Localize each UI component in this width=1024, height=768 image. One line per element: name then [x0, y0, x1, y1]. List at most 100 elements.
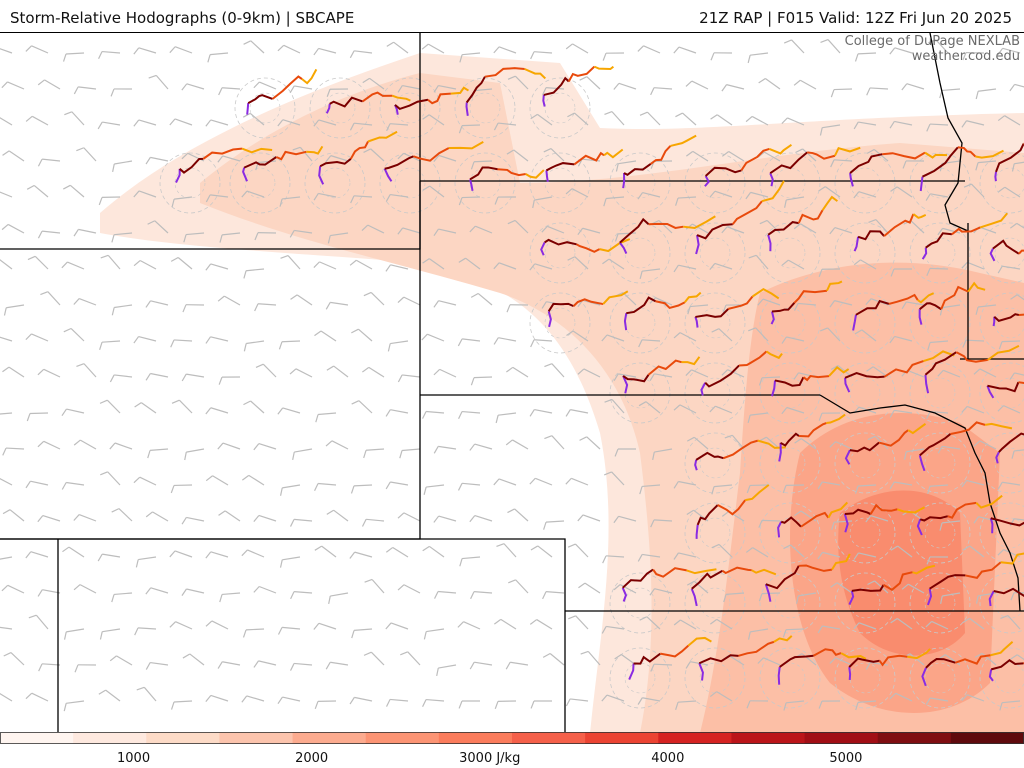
- wind-barb: [145, 156, 169, 165]
- wind-barb: [351, 400, 373, 414]
- wind-barb: [962, 339, 985, 348]
- wind-barb: [604, 398, 625, 414]
- range-ring-outer: [454, 152, 516, 214]
- wind-barb: [496, 543, 517, 558]
- wind-barb: [26, 184, 49, 198]
- wind-barb: [529, 408, 553, 417]
- wind-barb: [747, 412, 769, 424]
- wind-barb: [961, 479, 985, 488]
- wind-barb: [602, 555, 625, 564]
- hodograph: [770, 280, 843, 325]
- wind-barb: [781, 117, 805, 126]
- hodograph: [852, 292, 935, 331]
- hodograph: [989, 517, 1024, 534]
- wind-barb: [602, 52, 625, 61]
- wind-barb: [325, 301, 349, 310]
- wind-barb: [1010, 654, 1024, 661]
- wind-barb: [830, 159, 853, 168]
- range-ring-inner: [774, 447, 806, 479]
- wind-barb: [1009, 372, 1024, 380]
- wind-barb: [362, 366, 385, 378]
- range-ring-inner: [849, 307, 881, 339]
- range-ring-outer: [759, 292, 821, 354]
- wind-barb: [458, 700, 481, 709]
- wind-barb: [963, 183, 985, 198]
- hodograph: [318, 130, 398, 185]
- colorbar-swatch: [73, 732, 147, 744]
- hodograph: [690, 566, 777, 607]
- wind-barb: [637, 45, 661, 54]
- colorbar-swatch: [950, 732, 1024, 744]
- range-ring-inner: [849, 517, 881, 549]
- credit-line-1: College of DuPage NEXLAB: [844, 34, 1020, 49]
- wind-barb: [98, 196, 121, 206]
- wind-barb: [637, 192, 661, 200]
- hodograph: [992, 313, 1024, 327]
- wind-barb: [709, 190, 733, 198]
- hodograph: [619, 215, 716, 254]
- wind-barb: [147, 448, 169, 459]
- wind-barb: [748, 327, 769, 342]
- wind-barb: [181, 373, 205, 382]
- wind-barb: [350, 195, 373, 204]
- wind-barb: [819, 124, 841, 136]
- wind-barb: [421, 43, 445, 54]
- wind-barb: [505, 661, 529, 670]
- wind-barb: [493, 478, 517, 486]
- wind-barb: [507, 219, 529, 234]
- wind-barb: [577, 368, 601, 378]
- colorbar-tick-label: 4000: [651, 751, 685, 766]
- wind-barb: [795, 148, 817, 162]
- wind-barb: [783, 700, 805, 711]
- colorbar-swatch: [512, 732, 586, 744]
- wind-barb: [470, 292, 493, 306]
- range-ring-outer: [609, 362, 671, 424]
- hodograph: [695, 180, 785, 255]
- wind-barb: [603, 196, 625, 207]
- wind-barb: [817, 625, 841, 634]
- range-ring-inner: [699, 662, 731, 694]
- hodograph: [843, 503, 925, 533]
- range-ring-outer: [834, 432, 896, 494]
- wind-barb: [759, 219, 781, 234]
- wind-barb: [37, 230, 61, 239]
- wind-barb: [205, 263, 229, 271]
- wind-barb: [25, 45, 49, 54]
- wind-barb: [325, 661, 349, 670]
- wind-barb: [63, 700, 85, 712]
- wind-barb: [469, 443, 493, 451]
- credit-block: College of DuPage NEXLAB weather.cod.edu: [845, 34, 1020, 64]
- wind-barb: [2, 366, 25, 378]
- wind-barb: [279, 556, 301, 568]
- wind-barb: [783, 39, 805, 54]
- wind-barb: [433, 300, 457, 308]
- model-valid-time: 21Z RAP | F015 Valid: 12Z Fri Jun 20 202…: [699, 9, 1012, 27]
- wind-barb: [25, 480, 49, 489]
- wind-barb: [961, 405, 985, 414]
- wind-barb: [61, 481, 85, 490]
- wind-barb: [397, 227, 421, 235]
- hodograph: [246, 68, 318, 115]
- wind-barb: [889, 692, 913, 702]
- wind-barb: [637, 697, 661, 705]
- range-ring-inner: [924, 237, 956, 269]
- wind-barb: [469, 225, 493, 234]
- wind-barb: [28, 614, 49, 630]
- wind-barb: [637, 553, 661, 562]
- wind-barb: [890, 268, 913, 277]
- hodograph: [545, 148, 624, 182]
- range-ring-inner: [924, 377, 956, 409]
- wind-barb: [639, 616, 661, 630]
- wind-barb: [313, 622, 337, 630]
- wind-barb: [853, 552, 877, 560]
- range-ring-outer: [304, 152, 366, 214]
- hodograph: [695, 484, 770, 539]
- wind-barb: [0, 693, 13, 702]
- wind-barb: [217, 295, 241, 306]
- range-ring-outer: [609, 572, 671, 634]
- wind-barb: [493, 46, 517, 54]
- range-ring-outer: [979, 362, 1024, 424]
- wind-barb: [169, 550, 193, 558]
- wind-barb: [73, 86, 97, 95]
- wind-barb: [961, 694, 985, 702]
